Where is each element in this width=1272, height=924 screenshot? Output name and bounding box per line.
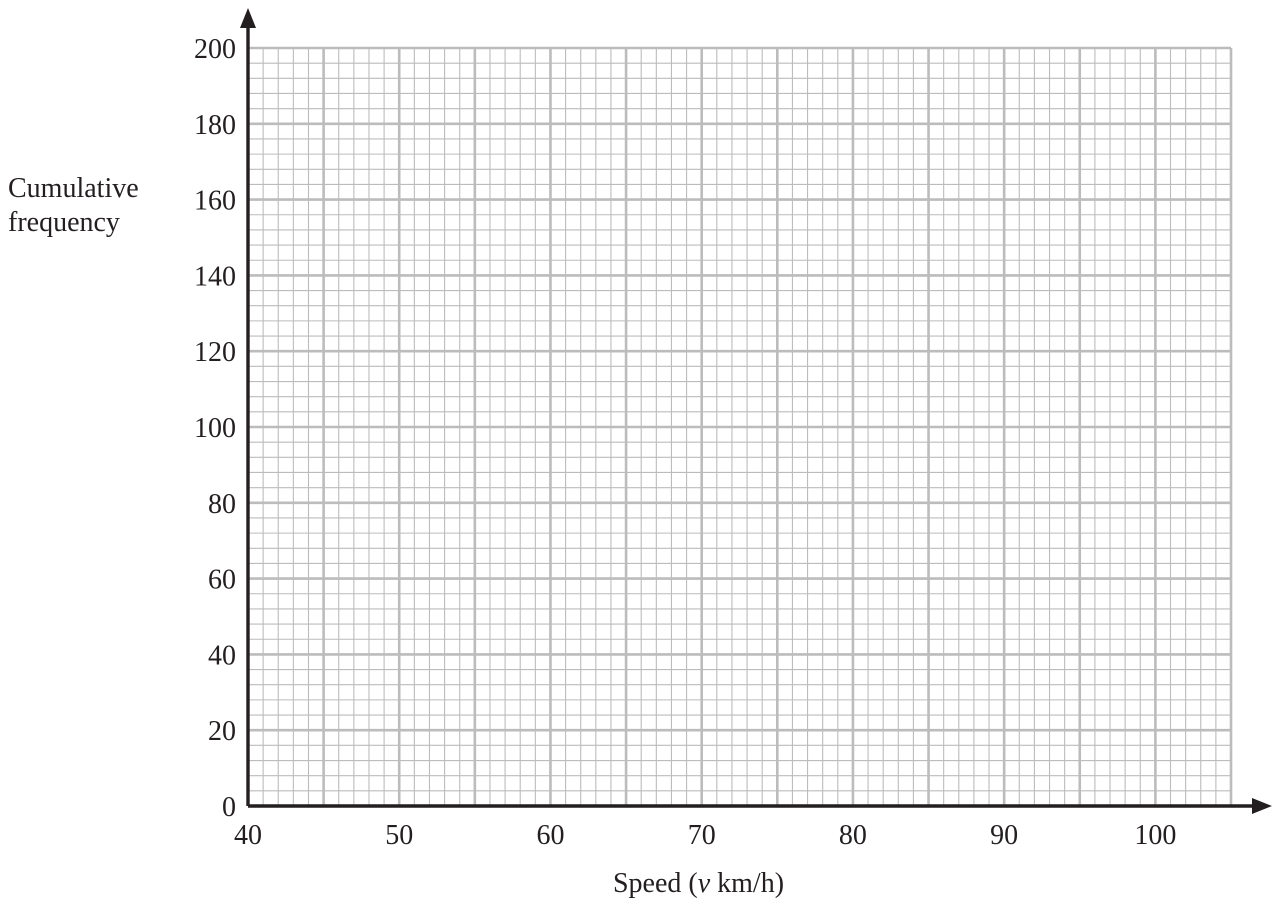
x-tick-label: 80 [839,820,867,851]
x-axis-label-prefix: Speed ( [612,868,698,899]
y-axis-arrow [240,8,256,28]
major-grid [246,46,1233,808]
y-tick-label: 140 [194,261,236,292]
x-tick-label: 70 [688,820,716,851]
axes [240,8,1272,814]
y-tick-label: 0 [222,792,236,823]
x-tick-label: 60 [536,820,564,851]
y-tick-label: 100 [194,413,236,444]
y-tick-label: 200 [194,34,236,65]
y-tick-label: 180 [194,110,236,141]
y-tick-labels: 0 20 40 60 80 100 120 140 160 180 200 [194,34,236,823]
x-tick-label: 40 [234,820,262,851]
x-axis-label-suffix: km/h) [710,868,785,899]
x-tick-labels: 40 50 60 70 80 90 100 [234,820,1176,851]
x-tick-label: 100 [1134,820,1176,851]
x-axis-label-variable: v [697,868,711,899]
x-axis-label: Speed (v km/h) [0,868,1272,900]
y-tick-label: 160 [194,186,236,217]
x-tick-label: 90 [990,820,1018,851]
y-axis-label: Cumulative frequency [8,173,139,238]
y-tick-label: 20 [208,716,236,747]
y-tick-label: 40 [208,640,236,671]
y-tick-label: 80 [208,489,236,520]
x-axis-arrow [1252,798,1272,814]
y-tick-label: 120 [194,337,236,368]
x-tick-label: 50 [385,820,413,851]
y-tick-label: 60 [208,565,236,596]
